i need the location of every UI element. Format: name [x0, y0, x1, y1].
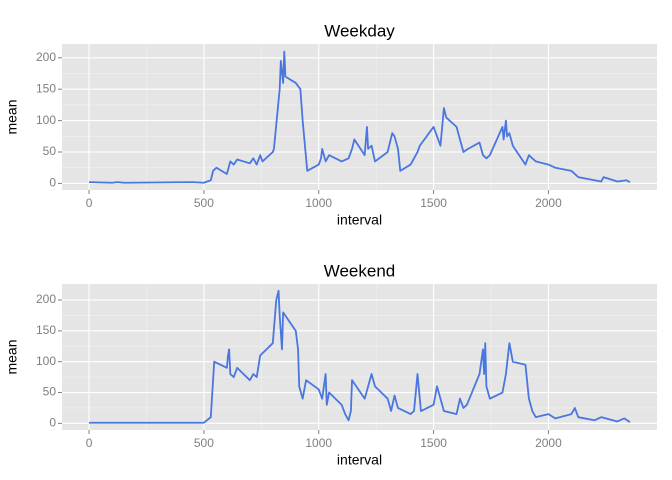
x-tick-label: 1000 [305, 436, 332, 450]
x-axis-title: interval [337, 212, 382, 228]
x-tick-label: 0 [86, 196, 93, 210]
x-tick-label: 1500 [420, 436, 447, 450]
y-tick-label: 50 [43, 385, 57, 399]
data-line [89, 50, 631, 184]
chart-title: Weekend [324, 261, 396, 280]
y-tick-label: 150 [36, 81, 56, 95]
y-tick-label: 100 [36, 354, 56, 368]
x-tick-label: 2000 [535, 436, 562, 450]
data-line [89, 289, 631, 424]
x-tick-label: 500 [194, 196, 214, 210]
x-tick-label: 2000 [535, 196, 562, 210]
panel-background [62, 284, 657, 430]
y-tick-label: 0 [49, 176, 56, 190]
x-tick-label: 0 [86, 436, 93, 450]
y-axis-title: mean [4, 339, 20, 374]
y-tick-label: 200 [36, 50, 56, 64]
panel-background [62, 44, 657, 190]
chart-title: Weekday [324, 21, 395, 40]
y-tick-label: 0 [49, 416, 56, 430]
x-axis-title: interval [337, 452, 382, 468]
x-tick-label: 500 [194, 436, 214, 450]
y-axis-title: mean [4, 99, 20, 134]
y-tick-label: 150 [36, 323, 56, 337]
y-tick-label: 100 [36, 113, 56, 127]
x-tick-label: 1500 [420, 196, 447, 210]
x-tick-label: 1000 [305, 196, 332, 210]
y-tick-label: 200 [36, 292, 56, 306]
y-tick-label: 50 [43, 144, 57, 158]
